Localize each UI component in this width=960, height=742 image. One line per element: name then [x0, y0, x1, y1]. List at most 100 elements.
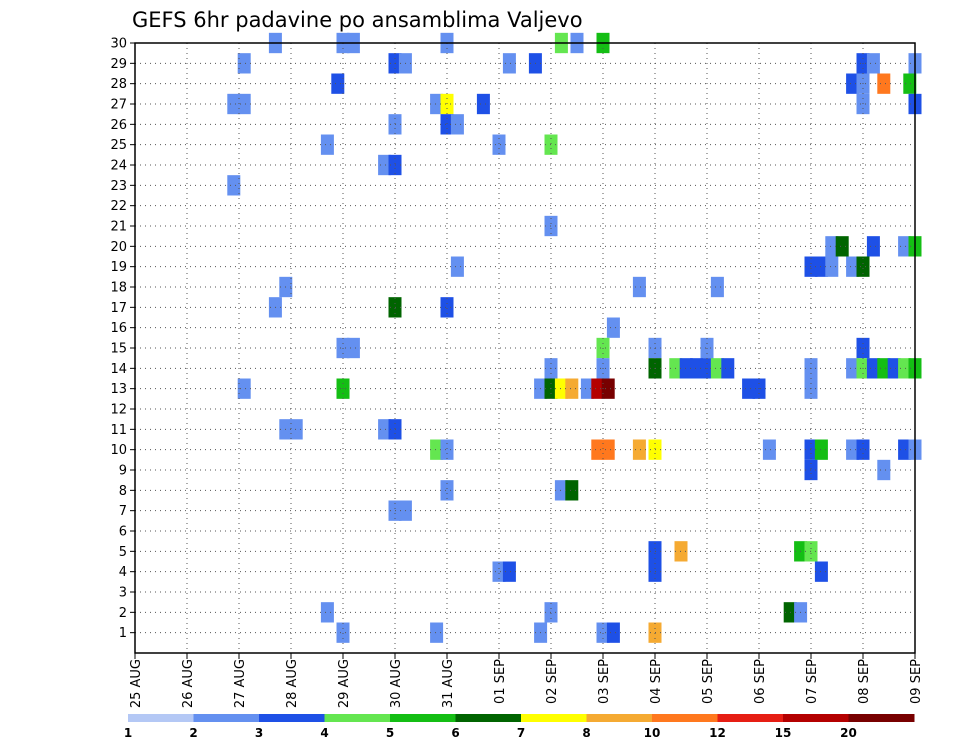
heatmap-cell	[430, 93, 444, 115]
x-tick-label: 29 AUG	[337, 659, 352, 708]
colorbar-label: 6	[451, 726, 459, 740]
y-tick-label: 1	[119, 626, 127, 641]
heatmap-cell	[492, 561, 506, 582]
heatmap-cell	[502, 53, 516, 74]
x-tick-label: 01 SEP	[493, 659, 508, 704]
heatmap-cell	[450, 256, 464, 277]
heatmap-cell	[877, 73, 891, 94]
heatmap-cell	[331, 73, 345, 94]
heatmap-cell	[554, 480, 568, 501]
heatmap-cell	[227, 175, 241, 196]
heatmap-cell	[440, 439, 454, 460]
colorbar-swatch	[717, 714, 784, 722]
heatmap-cell	[440, 114, 454, 135]
heatmap-cell	[565, 378, 579, 399]
heatmap-cell	[492, 134, 506, 155]
heatmap-cell	[898, 236, 912, 257]
colorbar-label: 20	[840, 726, 857, 740]
colorbar-label: 4	[320, 726, 328, 740]
heatmap-cell	[825, 236, 839, 257]
heatmap-cell	[866, 53, 880, 74]
heatmap-cell	[320, 602, 334, 623]
heatmap-cell	[430, 439, 444, 460]
heatmap-cell	[814, 256, 828, 277]
heatmap-cell	[866, 236, 880, 257]
heatmap-cell	[679, 358, 693, 379]
heatmap-cell	[814, 439, 828, 460]
heatmap-cell	[898, 439, 912, 460]
y-tick-label: 21	[110, 220, 127, 235]
x-tick-label: 03 SEP	[597, 659, 612, 704]
x-tick-label: 28 AUG	[285, 659, 300, 708]
heatmap-cell	[237, 53, 251, 74]
heatmap-cell	[898, 358, 912, 379]
y-tick-label: 9	[119, 464, 127, 479]
x-tick-label: 31 AUG	[441, 659, 456, 708]
heatmap-cell	[742, 378, 756, 399]
y-tick-label: 7	[119, 504, 127, 519]
heatmap-cell	[554, 378, 568, 399]
heatmap-cell	[606, 317, 620, 338]
heatmap-cell	[856, 439, 870, 460]
y-tick-label: 17	[110, 301, 127, 316]
y-tick-label: 29	[110, 57, 127, 72]
heatmap-cell	[606, 622, 620, 643]
x-tick-label: 09 SEP	[909, 659, 924, 704]
x-tick-label: 05 SEP	[701, 659, 716, 704]
x-tick-label: 26 AUG	[181, 659, 196, 708]
colorbar-swatch	[128, 714, 194, 722]
colorbar-swatch	[324, 714, 391, 722]
y-tick-label: 13	[110, 382, 127, 397]
heatmap-cell	[596, 622, 610, 643]
heatmap-cell	[580, 378, 594, 399]
heatmap-cell	[378, 419, 392, 440]
colorbar-label: 2	[189, 726, 197, 740]
heatmap-cell	[320, 134, 334, 155]
x-tick-label: 30 AUG	[389, 659, 404, 708]
heatmap-cell	[476, 93, 490, 115]
colorbar-swatch	[521, 714, 587, 722]
y-tick-label: 6	[119, 525, 127, 540]
x-axis: 25 AUG 26 AUG 27 AUG 28 AUG 29 AUG 30 AUG 31 A…	[129, 653, 924, 708]
heatmap-cell	[903, 73, 917, 94]
y-tick-label: 12	[110, 403, 127, 418]
heatmap-cell	[378, 154, 392, 176]
chart-title: GEFS 6hr padavine po ansamblima Valjevo	[132, 8, 583, 32]
y-tick-label: 4	[119, 565, 127, 580]
y-tick-label: 15	[110, 342, 127, 357]
y-tick-label: 3	[119, 586, 127, 601]
colorbar-swatch	[193, 714, 260, 722]
heatmap-cell	[690, 358, 704, 379]
heatmap-cell	[721, 358, 735, 379]
x-tick-label: 04 SEP	[649, 659, 664, 704]
heatmap-cell	[601, 439, 615, 460]
heatmap-cell	[866, 358, 880, 379]
heatmap-cell	[835, 236, 849, 257]
colorbar-label: 5	[386, 726, 394, 740]
y-tick-label: 18	[110, 281, 127, 296]
heatmap-cell	[336, 622, 350, 643]
y-tick-label: 16	[110, 321, 127, 336]
x-tick-label: 02 SEP	[545, 659, 560, 704]
x-tick-label: 25 AUG	[129, 659, 144, 708]
colorbar: 1 2 3 4 5 6 7 8 10 12 15 20	[124, 714, 915, 740]
grid-lines	[134, 42, 916, 653]
y-tick-label: 23	[110, 179, 127, 194]
heatmap-cell	[710, 358, 724, 379]
colorbar-label: 10	[644, 726, 661, 740]
heatmap-cell	[887, 358, 901, 379]
heatmap-cell	[591, 378, 605, 399]
heatmap-cell	[856, 256, 870, 277]
heatmap-cell	[289, 419, 303, 440]
x-tick-label: 27 AUG	[233, 659, 248, 708]
heatmap-cell	[450, 114, 464, 135]
y-tick-label: 20	[110, 240, 127, 255]
y-tick-label: 27	[110, 98, 127, 113]
y-tick-label: 22	[110, 199, 127, 214]
y-tick-label: 19	[110, 260, 127, 275]
heatmap-cell	[227, 93, 241, 115]
heatmap-cell	[846, 73, 860, 94]
heatmap-cell	[502, 561, 516, 582]
heatmap-cell	[237, 93, 251, 115]
y-tick-label: 30	[110, 37, 127, 52]
